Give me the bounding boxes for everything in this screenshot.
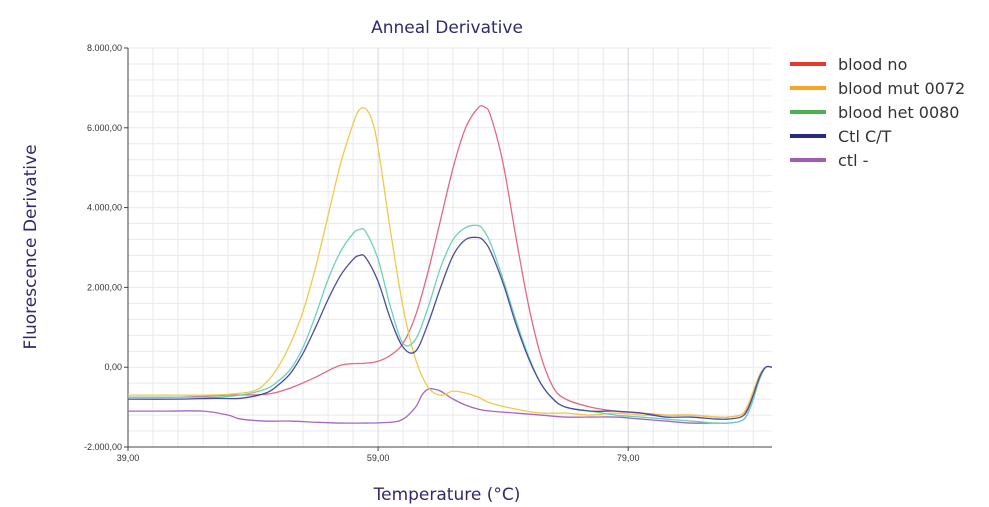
x-axis-label: Temperature (°C) — [373, 485, 521, 505]
tick-labels: -2.000,00 0,00 2.000,00 4.000,00 6.000,00 8.0… — [84, 43, 639, 463]
series-line-blood-het-0080 — [128, 224, 773, 424]
y-axis-label: Fluorescence Derivative — [21, 144, 41, 349]
legend-label-ctl-c-t: Ctl C/T — [838, 127, 892, 146]
legend-label-blood-het-0080: blood het 0080 — [838, 103, 959, 122]
series-line-blood-mut-0072 — [127, 106, 773, 418]
x-tick-label: 39,00 — [117, 453, 140, 463]
x-tick-label: 59,00 — [367, 453, 390, 463]
legend: blood no blood mut 0072 blood het 0080 Ctl … — [790, 55, 965, 170]
legend-label-blood-mut-0072: blood mut 0072 — [838, 79, 965, 98]
y-tick-label: -2.000,00 — [84, 442, 122, 452]
plot-area — [127, 105, 773, 424]
series-line-ctl-c-t — [127, 236, 773, 420]
y-tick-label: 6.000,00 — [87, 123, 122, 133]
y-tick-label: 0,00 — [104, 362, 122, 372]
grid — [127, 47, 772, 448]
axes — [127, 48, 772, 448]
legend-label-blood-no: blood no — [838, 55, 907, 74]
y-tick-label: 2.000,00 — [87, 282, 122, 292]
chart-title: Anneal Derivative — [371, 18, 523, 38]
legend-label-ctl: ctl - — [838, 151, 868, 170]
y-tick-label: 8.000,00 — [87, 43, 122, 53]
x-tick-label: 79,00 — [617, 453, 640, 463]
y-tick-label: 4.000,00 — [87, 203, 122, 213]
